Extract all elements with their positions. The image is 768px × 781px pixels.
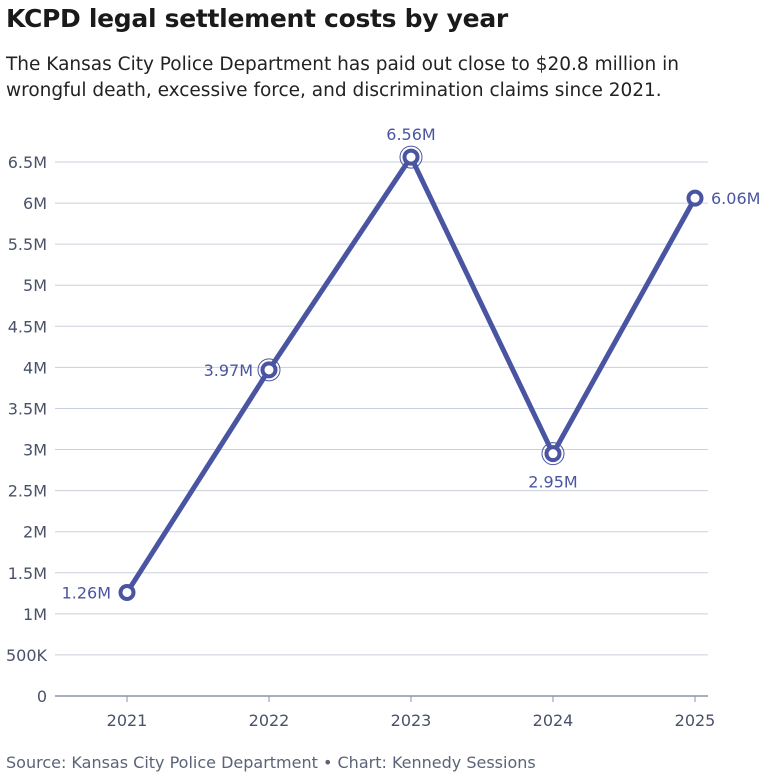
y-tick-label: 3M	[23, 441, 47, 460]
x-tick-label: 2023	[391, 711, 432, 730]
y-tick-label: 0	[37, 687, 47, 706]
y-tick-label: 1.5M	[8, 564, 47, 583]
data-label: 6.56M	[386, 125, 435, 144]
x-tick-label: 2022	[249, 711, 290, 730]
y-tick-label: 5M	[23, 276, 47, 295]
y-tick-label: 4M	[23, 358, 47, 377]
y-tick-label: 6M	[23, 194, 47, 213]
x-tick-label: 2025	[675, 711, 716, 730]
y-tick-label: 4.5M	[8, 317, 47, 336]
point-halo	[541, 442, 565, 466]
chart-title: KCPD legal settlement costs by year	[6, 4, 508, 33]
data-point	[118, 583, 136, 601]
x-tick-label: 2021	[107, 711, 148, 730]
y-tick-label: 1M	[23, 605, 47, 624]
data-label: 2.95M	[528, 473, 577, 492]
data-label: 6.06M	[711, 189, 760, 208]
y-tick-label: 6.5M	[8, 153, 47, 172]
y-tick-label: 500K	[6, 646, 48, 665]
data-label: 1.26M	[62, 583, 111, 602]
chart-subtitle: The Kansas City Police Department has pa…	[6, 54, 679, 101]
data-point	[544, 445, 562, 463]
y-tick-label: 3.5M	[8, 399, 47, 418]
y-tick-label: 2M	[23, 523, 47, 542]
data-point	[402, 148, 420, 166]
point-halo	[399, 145, 423, 169]
data-point	[686, 189, 704, 207]
y-tick-label: 2.5M	[8, 482, 47, 501]
source-note: Source: Kansas City Police Department • …	[6, 753, 536, 772]
y-tick-label: 5.5M	[8, 235, 47, 254]
point-halo	[257, 358, 281, 382]
x-tick-label: 2024	[533, 711, 574, 730]
data-point	[260, 361, 278, 379]
data-label: 3.97M	[204, 361, 253, 380]
